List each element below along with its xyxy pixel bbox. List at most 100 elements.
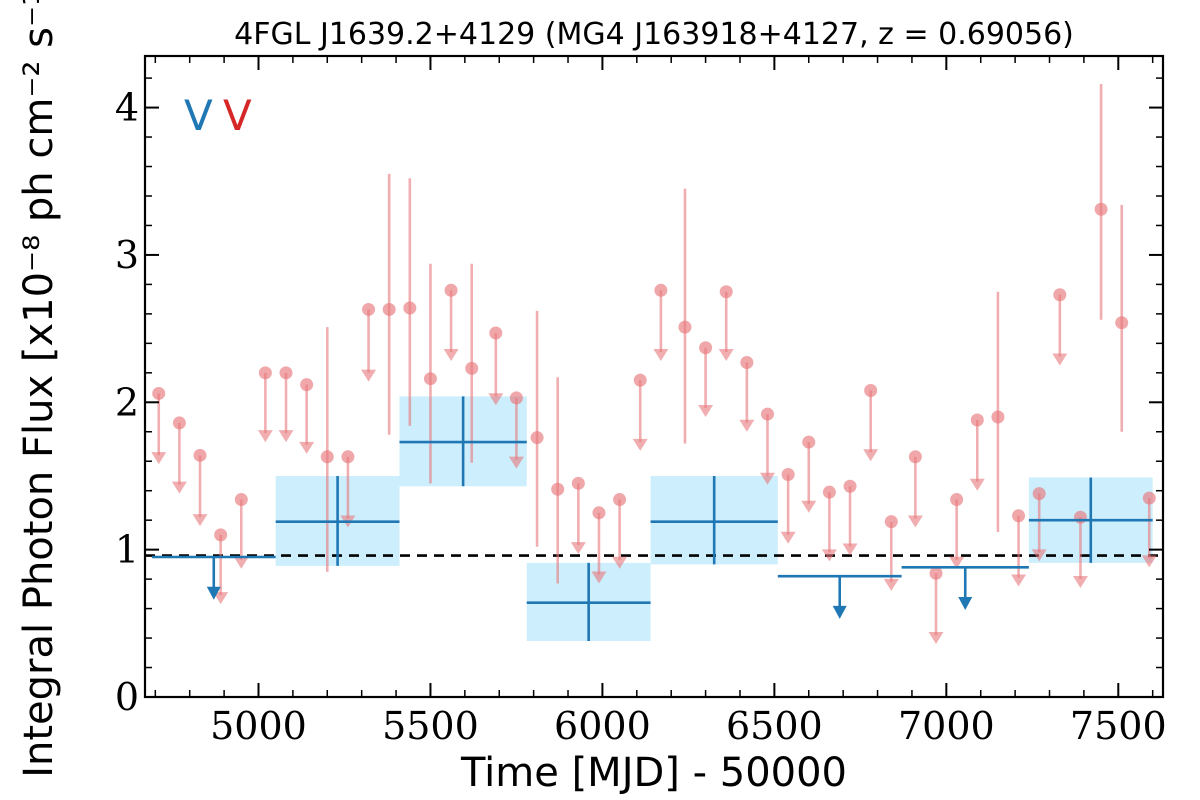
data-point — [1053, 288, 1067, 302]
y-tick-label: 3 — [115, 233, 139, 277]
data-point — [970, 413, 984, 427]
x-tick-label: 5500 — [382, 704, 479, 748]
data-point — [1073, 510, 1087, 524]
down-arrow-icon — [151, 452, 167, 465]
down-arrow-icon — [759, 472, 775, 485]
data-point — [465, 361, 479, 375]
data-point — [843, 479, 857, 493]
data-point — [320, 450, 334, 464]
legend-entry-red: V — [223, 91, 252, 140]
data-point — [530, 431, 544, 445]
data-point — [279, 366, 293, 380]
down-arrow-icon — [1052, 353, 1068, 366]
down-arrow-icon — [698, 405, 714, 418]
x-tick-label: 7500 — [1070, 704, 1167, 748]
down-arrow-icon — [361, 369, 377, 382]
down-arrow-icon — [278, 430, 294, 443]
y-tick-label: 4 — [115, 86, 139, 130]
data-point — [444, 283, 458, 297]
down-arrow-icon — [907, 515, 923, 528]
data-point — [802, 435, 816, 449]
data-point — [551, 482, 565, 496]
data-point — [613, 493, 627, 507]
x-tick-label: 5000 — [210, 704, 307, 748]
down-arrow-icon — [206, 586, 221, 600]
data-point — [633, 373, 647, 387]
x-tick-label: 6000 — [554, 704, 651, 748]
y-axis-label: Integral Photon Flux [x10⁻⁸ ph cm⁻² s⁻¹] — [16, 0, 62, 778]
data-point — [489, 326, 503, 340]
x-tick-label: 6500 — [726, 704, 823, 748]
data-point — [341, 450, 355, 464]
down-arrow-icon — [1031, 549, 1047, 562]
data-point — [509, 391, 523, 405]
data-point — [403, 301, 417, 315]
down-arrow-icon — [863, 449, 879, 462]
plot-frame — [143, 54, 1165, 699]
down-arrow-icon — [570, 542, 586, 555]
down-arrow-icon — [842, 543, 858, 556]
down-arrow-icon — [1072, 575, 1088, 588]
data-point — [193, 448, 207, 462]
down-arrow-icon — [780, 531, 796, 544]
data-point — [991, 410, 1005, 424]
data-point — [152, 386, 166, 400]
data-point — [1142, 491, 1156, 505]
down-arrow-icon — [739, 419, 755, 432]
down-arrow-icon — [299, 441, 315, 454]
data-point — [214, 528, 228, 542]
data-point — [884, 515, 898, 529]
data-point — [950, 493, 964, 507]
down-arrow-icon — [233, 556, 249, 569]
down-arrow-icon — [949, 556, 965, 569]
down-arrow-icon — [171, 481, 187, 494]
y-tick-label: 0 — [115, 675, 139, 719]
down-arrow-icon — [928, 631, 944, 644]
data-point — [699, 341, 713, 355]
down-arrow-icon — [801, 500, 817, 513]
x-tick-label: 7000 — [898, 704, 995, 748]
data-point — [1115, 316, 1129, 330]
down-arrow-icon — [192, 514, 208, 527]
y-tick-label: 1 — [115, 528, 139, 572]
chart-title: 4FGL J1639.2+4129 (MG4 J163918+4127, z =… — [234, 17, 1074, 52]
down-arrow-icon — [718, 349, 734, 362]
data-point — [929, 566, 943, 580]
data-point — [258, 366, 272, 380]
down-arrow-icon — [257, 430, 273, 443]
data-point — [1094, 202, 1108, 216]
data-point — [864, 383, 878, 397]
data-point — [1032, 487, 1046, 501]
down-arrow-icon — [832, 605, 847, 619]
data-point — [1012, 509, 1026, 523]
data-point — [781, 467, 795, 481]
down-arrow-icon — [969, 478, 985, 491]
data-point — [654, 283, 668, 297]
down-arrow-icon — [632, 438, 648, 451]
data-point — [172, 416, 186, 430]
down-arrow-icon — [508, 456, 524, 469]
data-point — [908, 450, 922, 464]
y-tick-label: 2 — [115, 380, 139, 424]
down-arrow-icon — [1141, 555, 1157, 568]
down-arrow-icon — [213, 592, 229, 605]
down-arrow-icon — [591, 571, 607, 584]
down-arrow-icon — [1011, 574, 1027, 587]
down-arrow-icon — [653, 349, 669, 362]
data-point — [822, 485, 836, 499]
legend-entry-blue: V — [184, 91, 213, 140]
data-point — [571, 476, 585, 490]
down-arrow-icon — [883, 578, 899, 591]
data-point — [234, 493, 248, 507]
data-point — [760, 407, 774, 421]
data-point — [740, 356, 754, 370]
data-point — [678, 320, 692, 334]
data-point — [423, 372, 437, 386]
data-point — [362, 302, 376, 316]
down-arrow-icon — [821, 549, 837, 562]
data-point — [719, 285, 733, 299]
data-point — [592, 506, 606, 520]
down-arrow-icon — [612, 556, 628, 569]
data-point — [382, 302, 396, 316]
